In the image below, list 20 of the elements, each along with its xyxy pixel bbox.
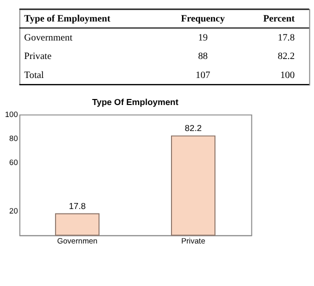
text: Type of Employment (24, 13, 112, 24)
data-label: 17.8 (68, 200, 86, 211)
text: 107 (196, 70, 210, 81)
text: Frequency (180, 13, 225, 24)
text: 17.8 (278, 32, 295, 44)
text: Private (24, 51, 52, 62)
y-tick-label: 60 (9, 158, 18, 168)
text: 88 (198, 51, 208, 62)
text: Government (24, 32, 73, 44)
x-tick-label: Governmen (57, 236, 98, 246)
text: Percent (263, 13, 296, 24)
y-tick-label: 100 (4, 110, 18, 119)
chart-title: Type Of Employment (92, 96, 178, 107)
text: Total (24, 70, 44, 81)
y-tick-label: 80 (9, 134, 18, 144)
y-tick-label: 20 (9, 206, 18, 216)
text: 82.2 (278, 51, 295, 62)
data-label: 82.2 (184, 123, 202, 134)
text: 19 (198, 32, 208, 44)
text: 100 (280, 70, 295, 81)
